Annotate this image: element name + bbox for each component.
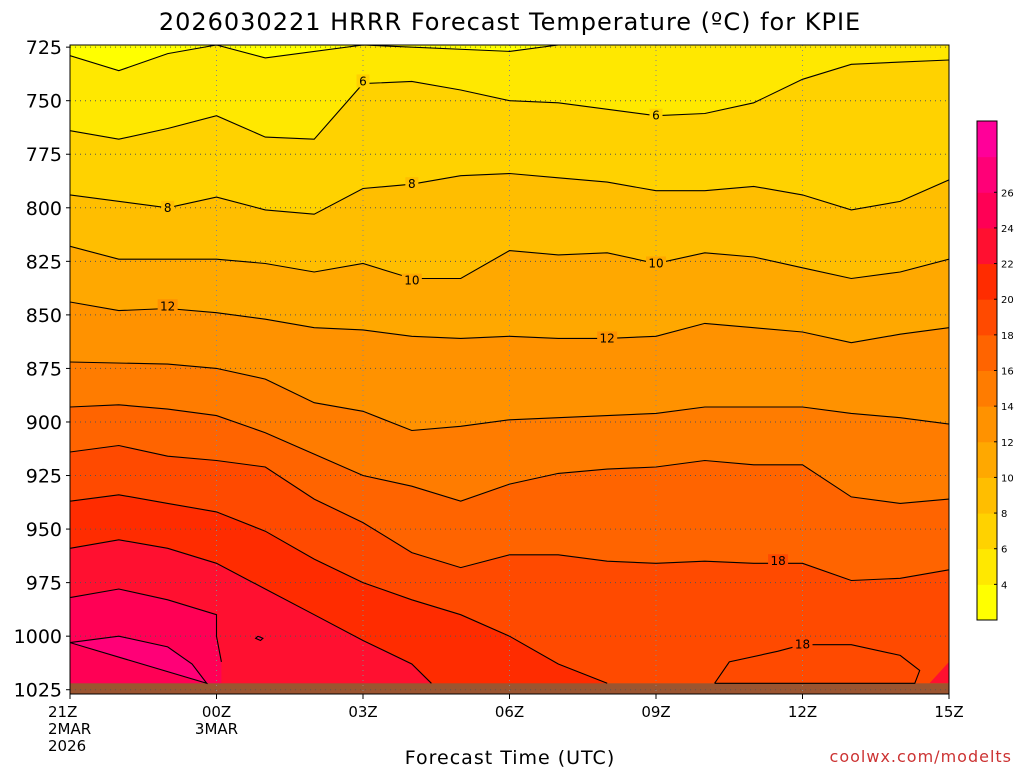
colorbar: 4 6 8 10 12 14 16 18 20 22 24 26 [976, 120, 1014, 621]
contour-24 [70, 588, 222, 663]
colorbar-swatch [977, 406, 997, 443]
contour-label-bg [161, 200, 175, 214]
contour-label: 8 [164, 201, 172, 215]
colorbar-tick-label: 26 [1001, 188, 1014, 199]
x-tick-label: 00Z [202, 703, 231, 721]
x-tick-label: 03Z [348, 703, 377, 721]
contour-label-bg [157, 299, 178, 313]
contour-label-bg [597, 331, 618, 345]
colorbar-tick-label: 16 [1001, 367, 1014, 378]
y-tick-label: 975 [26, 573, 62, 595]
colorbar-swatch [977, 477, 997, 514]
contour-label-bg [646, 256, 666, 270]
y-tick-label: 775 [26, 144, 62, 166]
x-tick-label: 15Z [934, 703, 963, 721]
x-axis-title: Forecast Time (UTC) [405, 747, 615, 768]
contour-12 [70, 301, 949, 344]
x-tick-label: 21Z [48, 703, 77, 721]
contour-lines [70, 45, 949, 685]
y-tick-label: 950 [26, 519, 62, 541]
credit-text: coolwx.com/modelts [830, 747, 1012, 766]
contour-label: 10 [648, 256, 663, 270]
x-tick-label: 2026 [48, 737, 86, 755]
temperature-fills [70, 45, 949, 694]
y-tick-label: 750 [26, 91, 62, 113]
colorbar-tick-label: 22 [1001, 260, 1014, 271]
contour-8 [70, 172, 949, 215]
colorbar-tick-label: 18 [1001, 331, 1014, 342]
contour-label: 6 [359, 74, 367, 88]
contour-6 [70, 59, 949, 140]
y-tick-label: 825 [26, 251, 62, 273]
y-tick-label: 1000 [14, 626, 62, 648]
colorbar-tick-label: 10 [1001, 473, 1014, 484]
colorbar-swatch [977, 121, 997, 158]
contour-label-bg [649, 108, 663, 122]
contour-label: 6 [652, 109, 660, 123]
colorbar-tick-label: 12 [1001, 438, 1014, 449]
colorbar-tick-label: 24 [1001, 224, 1014, 235]
x-tick-label: 12Z [788, 703, 817, 721]
colorbar-swatch [977, 192, 997, 229]
contour-label: 12 [600, 331, 615, 345]
y-axis: 725 750 775 800 825 850 875 900 925 950 975 1000 102… [14, 37, 70, 702]
colorbar-swatch [977, 334, 997, 371]
contour-18-closed [714, 644, 921, 684]
x-tick-label: 06Z [495, 703, 524, 721]
contour-label-bg [356, 74, 370, 88]
contour-labels: 6 6 8 8 10 10 12 12 18 18 [157, 74, 813, 652]
colorbar-swatch [977, 263, 997, 300]
y-tick-label: 925 [26, 466, 62, 488]
band-26-cell [70, 636, 207, 684]
colorbar-swatch [977, 227, 997, 265]
contour-26-closed [70, 635, 209, 685]
x-tick-label: 2MAR [48, 720, 91, 738]
colorbar-tick-label: 4 [1001, 580, 1007, 591]
contour-label-bg [401, 273, 422, 287]
contour-label: 18 [770, 554, 785, 568]
y-tick-label: 1025 [14, 680, 62, 702]
contour-4 [70, 45, 949, 72]
contour-label: 8 [408, 177, 416, 191]
colorbar-swatch [977, 299, 997, 336]
x-tick-label: 3MAR [195, 720, 238, 738]
contour-label-bg [405, 177, 419, 191]
colorbar-swatch [977, 584, 997, 621]
colorbar-swatch [977, 441, 997, 478]
colorbar-tick-label: 14 [1001, 402, 1014, 413]
contour-label-bg [792, 637, 813, 651]
y-tick-label: 850 [26, 305, 62, 327]
ground-terrain [70, 683, 949, 694]
colorbar-swatch [977, 548, 997, 585]
colorbar-tick-label: 8 [1001, 509, 1007, 520]
colorbar-tick-label: 6 [1001, 545, 1007, 556]
chart-title: 2026030221 HRRR Forecast Temperature (ºC… [159, 8, 861, 36]
y-tick-label: 725 [26, 37, 62, 59]
contour-label: 18 [795, 638, 810, 652]
contour-label: 10 [404, 274, 419, 288]
x-tick-label: 09Z [641, 703, 670, 721]
y-tick-label: 900 [26, 412, 62, 434]
contour-16 [70, 404, 949, 504]
contour-22 [70, 539, 432, 684]
colorbar-swatch [977, 156, 997, 193]
contour-14 [70, 361, 949, 432]
contour-20 [70, 494, 608, 684]
contour-label: 12 [160, 299, 175, 313]
colorbar-swatch [977, 370, 997, 407]
colorbar-swatch [977, 513, 997, 550]
contour-18 [70, 444, 949, 582]
contour-24-closed [254, 635, 264, 642]
colorbar-tick-label: 20 [1001, 295, 1014, 306]
contour-10 [70, 245, 949, 280]
y-tick-label: 800 [26, 198, 62, 220]
y-tick-label: 875 [26, 358, 62, 380]
band-22-cell [929, 661, 949, 684]
contour-label-bg [768, 554, 789, 568]
